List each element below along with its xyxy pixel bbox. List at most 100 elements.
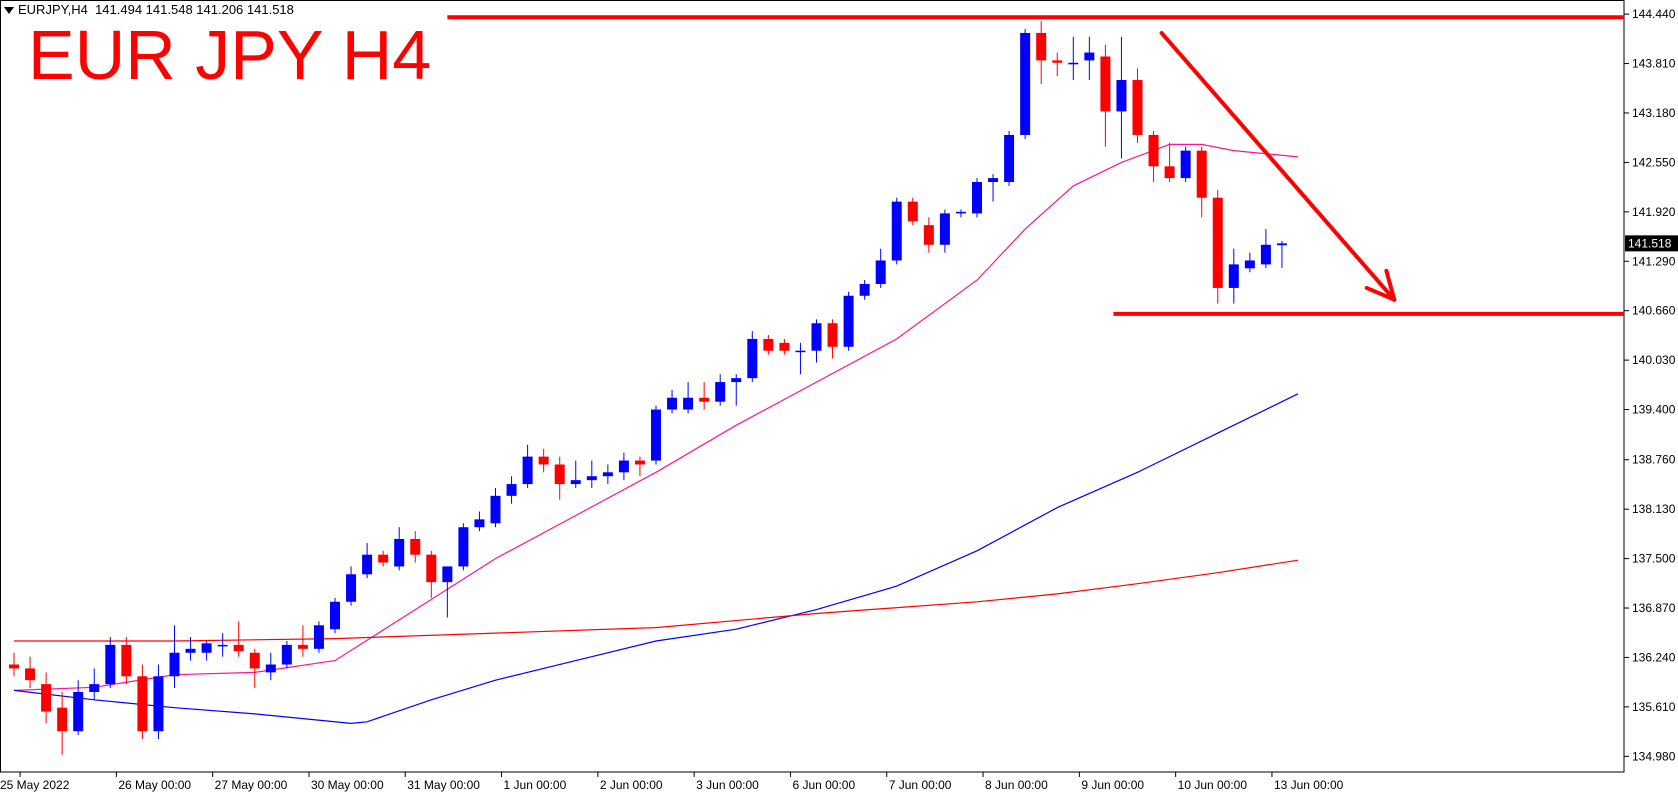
y-axis-tick-label: 143.180 [1632,106,1676,120]
candle-body [667,397,678,410]
x-axis-tick-label: 8 Jun 00:00 [985,778,1048,792]
candle-body [1116,80,1127,112]
candle-body [442,566,453,583]
symbol-timeframe: EURJPY,H4 [18,2,88,17]
candle-body [522,456,533,485]
candle-body [249,652,260,669]
x-axis-tick-label: 26 May 00:00 [118,778,191,792]
candle-body [1020,32,1031,135]
candle-body [89,684,100,692]
candle-body [538,456,549,465]
x-axis-tick-label: 2 Jun 00:00 [600,778,663,792]
candle-body [1228,264,1239,288]
candle-body [570,480,581,485]
y-axis-tick-label: 140.030 [1632,353,1676,367]
candle-body [330,601,340,630]
candle-body [201,643,212,653]
candle-body [233,644,244,652]
x-axis-tick-label: 1 Jun 00:00 [504,778,567,792]
moving-average-line [14,559,1299,642]
candle-body [955,211,966,214]
candle-body [1004,134,1015,183]
candle-body [634,460,645,465]
candle-body [121,644,132,677]
y-axis-tick-label: 141.920 [1632,205,1676,219]
candle-body [618,460,629,473]
candle-body [1132,80,1143,135]
candle-body [1100,56,1111,112]
candle-body [923,225,934,245]
candle-body [651,409,661,461]
candle-body [988,178,999,183]
candle-body [490,495,501,524]
candle-body [57,707,68,732]
candle-body [458,527,469,567]
annotation-arrow-head [1364,268,1397,302]
candle-body [1164,166,1175,179]
y-axis-tick-label: 139.400 [1632,403,1676,417]
y-axis-tick-label: 137.500 [1632,552,1676,566]
candle-body [169,652,180,677]
y-axis-tick-label: 143.810 [1632,57,1676,71]
candle-body [843,295,854,347]
candle-body [859,284,870,296]
candle-body [795,350,806,353]
y-axis-tick-label: 134.980 [1632,749,1676,763]
candle-body [586,476,597,481]
candle-body [378,554,389,563]
candle-body [474,519,485,528]
chart-header: EURJPY,H4 141.494 141.548 141.206 141.51… [4,2,294,17]
chart-annotation-title: EUR JPY H4 [28,16,432,94]
candle-body [1084,52,1095,61]
candle-body [410,538,421,555]
candle-body [747,338,758,379]
x-axis-tick-label: 3 Jun 00:00 [696,778,759,792]
symbol-menu-icon[interactable] [4,7,14,15]
y-axis-tick-label: 136.870 [1632,601,1676,615]
candle-body [972,182,982,214]
candle-body [1212,197,1223,288]
moving-average-line [13,393,1299,725]
y-axis-tick-label: 140.660 [1632,304,1676,318]
candle-body [715,382,726,402]
x-axis-tick-label: 9 Jun 00:00 [1081,778,1144,792]
candle-body [153,676,164,732]
candle-body [602,472,613,477]
candle-body [281,644,292,665]
y-axis-tick-label: 138.760 [1632,453,1676,467]
candle-body [1196,150,1207,198]
candle-body [554,464,565,485]
candle-body [346,574,357,602]
x-axis-tick-label: 13 Jun 00:00 [1274,778,1344,792]
candle-body [1180,150,1191,179]
candle-body [217,644,228,647]
candle-body [185,648,196,653]
ohlc-values: 141.494 141.548 141.206 141.518 [95,2,294,17]
candle-body [105,644,116,685]
y-axis-tick-label: 138.130 [1632,502,1676,516]
y-axis-tick-label: 142.550 [1632,155,1676,169]
candle-body [891,201,902,261]
candle-body [811,323,822,351]
candle-body [394,538,405,567]
x-axis-tick-label: 25 May 2022 [0,778,70,792]
candle-body [1148,134,1159,167]
candle-body [506,484,517,496]
candle-body [297,644,308,649]
candle-body [25,668,36,681]
x-axis-tick-label: 7 Jun 00:00 [889,778,952,792]
x-axis-tick-label: 10 Jun 00:00 [1178,778,1248,792]
y-axis-tick-label: 135.610 [1632,700,1676,714]
candle-body [907,201,918,222]
candle-body [426,554,437,583]
candle-body [683,397,694,410]
x-axis-tick-label: 27 May 00:00 [215,778,288,792]
candle-body [1276,243,1287,246]
candle-body [827,323,838,347]
candle-body [1052,60,1063,63]
candle-body [1260,244,1271,265]
candle-body [763,338,774,351]
y-axis-tick-label: 144.440 [1632,7,1676,21]
